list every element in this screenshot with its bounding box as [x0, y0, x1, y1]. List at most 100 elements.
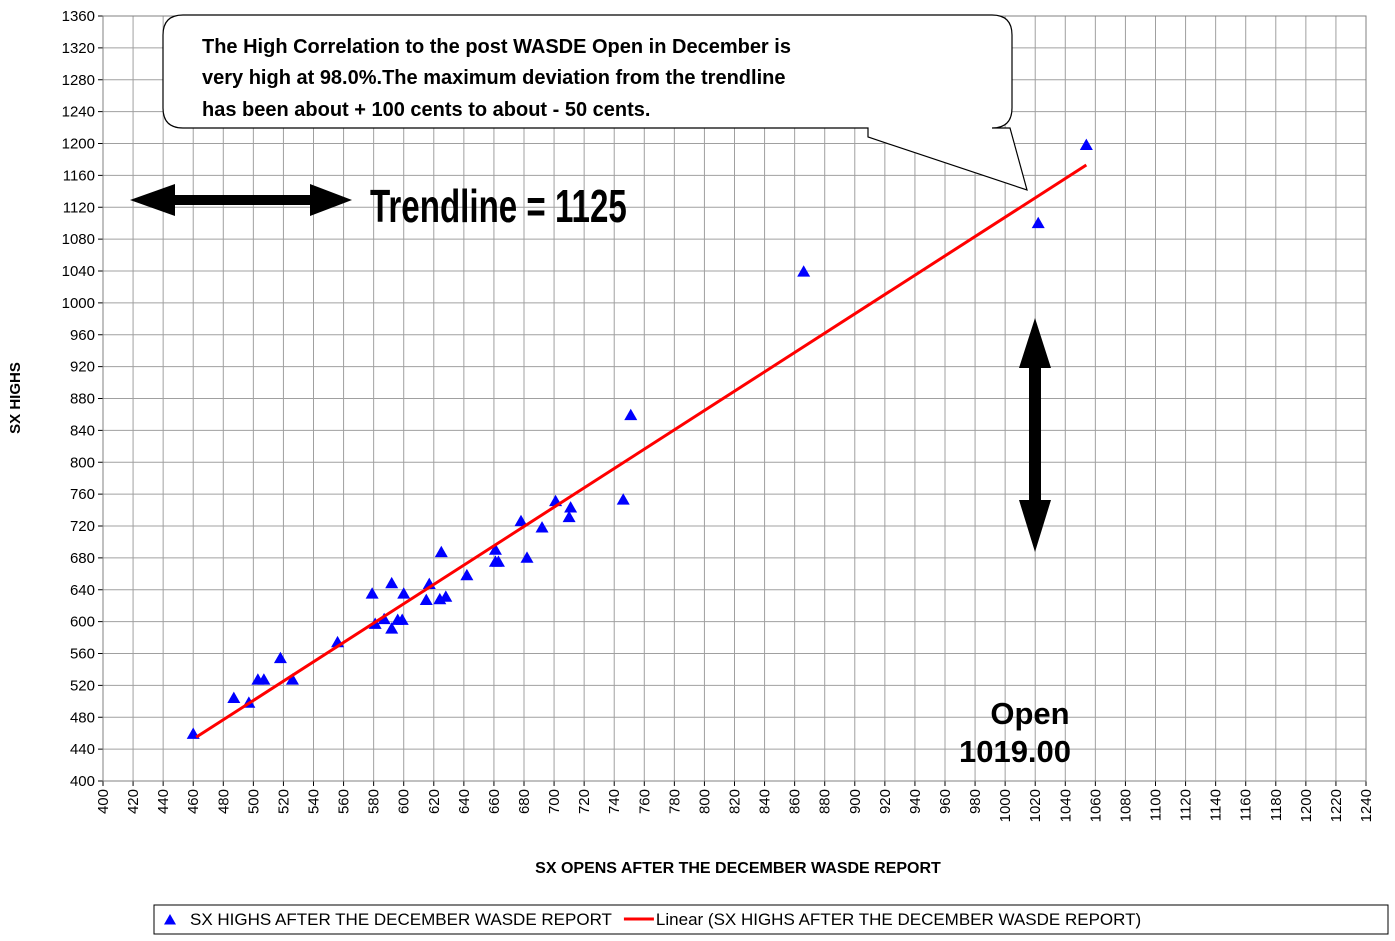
- x-tick-label: 1040: [1057, 789, 1074, 822]
- point: [227, 691, 241, 703]
- x-tick-label: 900: [847, 789, 864, 814]
- x-tick-label: 600: [396, 789, 413, 814]
- point: [434, 545, 448, 558]
- y-tick-label: 1120: [63, 199, 95, 216]
- point: [520, 551, 534, 563]
- y-tick-label: 680: [70, 550, 95, 567]
- x-tick-label: 880: [817, 789, 834, 814]
- legend-items: SX HIGHS AFTER THE DECEMBER WASDE REPORT…: [164, 910, 1141, 929]
- point: [616, 493, 630, 505]
- point: [491, 555, 505, 567]
- x-tick-label: 1180: [1268, 789, 1285, 821]
- x-tick-label: 460: [185, 789, 202, 814]
- y-axis-label: SX HIGHS: [7, 362, 24, 434]
- x-tick-label: 1120: [1178, 789, 1195, 821]
- y-tick-label: 1200: [62, 136, 95, 153]
- x-tick-label: 820: [727, 789, 744, 814]
- x-tick-label: 720: [576, 789, 593, 814]
- x-tick-label: 1160: [1238, 789, 1255, 821]
- x-axis-label: SX OPENS AFTER THE DECEMBER WASDE REPORT: [535, 860, 941, 877]
- x-tick-label: 400: [95, 789, 112, 814]
- y-tick-label: 400: [70, 773, 95, 790]
- point: [273, 651, 287, 664]
- y-tick-label: 1320: [62, 40, 95, 57]
- x-tick-label: 540: [306, 789, 323, 814]
- point: [439, 590, 453, 602]
- x-tick-label: 1140: [1208, 789, 1225, 821]
- x-tick-label: 1220: [1328, 789, 1345, 822]
- x-tick-label: 560: [336, 789, 353, 814]
- point: [365, 587, 379, 599]
- point: [624, 408, 638, 421]
- x-tick-label: 1000: [997, 789, 1014, 822]
- point: [1079, 138, 1093, 150]
- point: [385, 622, 399, 634]
- legend-swatch: [164, 914, 176, 925]
- callout-text: has been about + 100 cents to about - 50…: [202, 99, 650, 121]
- y-tick-label: 920: [70, 359, 95, 376]
- y-tick-label: 720: [70, 518, 95, 535]
- y-tick-label: 560: [70, 646, 95, 663]
- point: [257, 673, 271, 685]
- y-tick-label: 880: [70, 391, 95, 408]
- y-tick-label: 1160: [63, 167, 95, 184]
- y-tick-label: 480: [70, 709, 95, 726]
- y-tick-label: 760: [70, 486, 95, 503]
- point: [419, 593, 433, 605]
- x-tick-label: 860: [787, 789, 804, 814]
- point: [385, 576, 399, 589]
- open-label: Open: [990, 696, 1069, 731]
- x-tick-label: 760: [636, 789, 653, 814]
- x-tick-label: 840: [757, 789, 774, 814]
- point: [514, 514, 528, 527]
- y-tick-label: 1280: [62, 72, 95, 89]
- x-tick-label: 500: [245, 789, 262, 814]
- x-tick-label: 740: [606, 789, 623, 814]
- y-tick-label: 1040: [62, 263, 95, 280]
- y-tick-label: 640: [70, 582, 95, 599]
- y-tick-label: 960: [70, 327, 95, 344]
- x-tick-label: 640: [456, 789, 473, 814]
- x-tick-label: 480: [215, 789, 232, 814]
- y-tick-label: 1000: [62, 295, 95, 312]
- y-tick-label: 800: [70, 454, 95, 471]
- point: [285, 673, 299, 685]
- point: [562, 510, 576, 523]
- x-tick-label: 1080: [1117, 789, 1134, 822]
- point: [535, 521, 549, 533]
- y-tick-label: 1080: [62, 231, 95, 248]
- x-tick-label: 940: [907, 789, 924, 814]
- x-tick-label: 680: [516, 789, 533, 814]
- y-tick-label: 520: [70, 677, 95, 694]
- point: [395, 613, 409, 625]
- trendline: [195, 163, 1088, 739]
- point: [488, 543, 502, 555]
- y-tick-label: 440: [70, 741, 95, 758]
- y-tick-label: 1360: [62, 8, 95, 25]
- point: [564, 501, 578, 513]
- point: [397, 587, 411, 599]
- y-tick-label: 1240: [62, 104, 95, 121]
- open-value: 1019.00: [959, 734, 1071, 769]
- x-tick-label: 420: [125, 789, 142, 814]
- point: [377, 612, 391, 625]
- x-tick-label: 800: [696, 789, 713, 814]
- legend-label: SX HIGHS AFTER THE DECEMBER WASDE REPORT: [190, 910, 612, 929]
- x-tick-label: 700: [546, 789, 563, 814]
- x-tick-label: 1100: [1148, 789, 1165, 821]
- x-tick-label: 580: [366, 789, 383, 814]
- x-tick-label: 960: [937, 789, 954, 814]
- point: [1031, 216, 1045, 229]
- horizontal-arrow: [130, 184, 352, 216]
- legend: [153, 904, 1389, 935]
- x-tick-label: 1060: [1087, 789, 1104, 822]
- vertical-arrow: [1019, 318, 1051, 552]
- x-tick-label: 660: [486, 789, 503, 814]
- y-tick-label: 840: [70, 422, 95, 439]
- legend-label: Linear (SX HIGHS AFTER THE DECEMBER WASD…: [656, 910, 1141, 929]
- point: [797, 265, 811, 277]
- callout-bubble: [162, 14, 1028, 191]
- x-tick-label: 620: [426, 789, 443, 814]
